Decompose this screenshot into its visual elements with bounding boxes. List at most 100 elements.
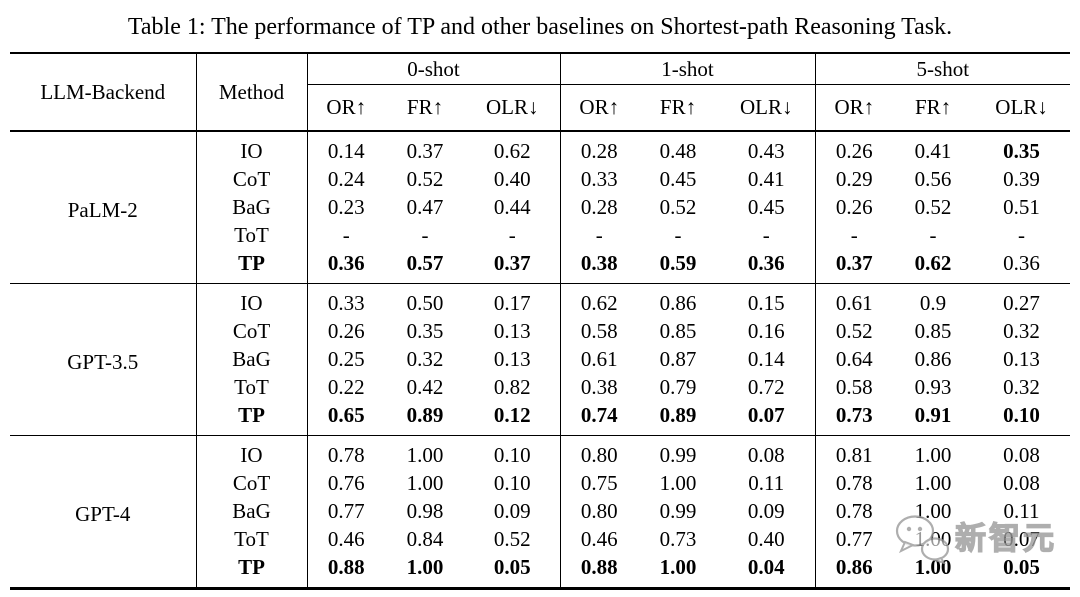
metric-value-cell: 0.13 (493, 319, 531, 343)
metric-value-cell: 0.72 (747, 375, 785, 399)
metric-value-cell: 0.52 (914, 195, 952, 219)
metric-value-cell: 1.00 (406, 471, 444, 495)
metric-value-cell: 0.33 (559, 165, 639, 193)
table-row-PaLM-2-CoT: CoT 0.24 0.52 0.40 0.33 0.45 0.41 0.29 0.56 0.39 (10, 165, 1070, 193)
table-row-PaLM-2-ToT: ToT - - - - - - - - - (10, 221, 1070, 249)
col-header-or-1shot: OR↑ (559, 84, 639, 132)
metric-value-cell: 0.12 (493, 403, 531, 427)
metric-value-cell: 0.38 (559, 249, 639, 284)
metric-value-cell: 0.32 (1003, 319, 1040, 343)
metric-value-cell: 0.33 (306, 283, 385, 317)
backend-label: GPT-3.5 (10, 283, 196, 436)
metric-value-cell: 0.52 (659, 195, 697, 219)
table-header: LLM-Backend Method 0-shot 1-shot 5-shot … (10, 53, 1071, 132)
metric-value-cell: - (814, 221, 894, 249)
metric-value-cell: 0.61 (559, 345, 639, 373)
metric-value-cell: 0.13 (1003, 347, 1040, 371)
col-group-5-shot: 5-shot (814, 53, 1071, 85)
metric-value-cell: - (306, 221, 385, 249)
metric-value-cell: 0.84 (406, 527, 444, 551)
col-header-fr-1shot: FR↑ (638, 84, 719, 132)
metric-value-cell: 0.46 (559, 525, 639, 553)
table-row-PaLM-2-IO: PaLM-2 IO 0.14 0.37 0.62 0.28 0.48 0.43 0.26 0.41… (10, 131, 1070, 222)
metric-value-cell: 0.64 (814, 345, 894, 373)
metric-value-cell: 0.93 (914, 375, 952, 399)
metric-value-cell: 0.37 (493, 251, 531, 275)
metric-value-cell: 0.85 (659, 319, 697, 343)
metric-value-cell: 0.82 (493, 375, 531, 399)
metric-value-cell: 0.28 (559, 131, 639, 165)
metric-value-cell: 0.36 (747, 251, 785, 275)
metric-value-cell: 0.80 (559, 435, 639, 469)
table-row-GPT-4-TP: TP 0.88 1.00 0.05 0.88 1.00 0.04 0.86 1.00 0.05 (10, 553, 1070, 589)
metric-value-cell: 0.04 (747, 555, 785, 579)
table-row-GPT-3.5-TP: TP 0.65 0.89 0.12 0.74 0.89 0.07 0.73 0.91 0.10 (10, 401, 1070, 436)
method-label: IO (195, 283, 307, 317)
table-row-GPT-3.5-BaG: BaG 0.25 0.32 0.13 0.61 0.87 0.14 0.64 0.86 0.13 (10, 345, 1070, 373)
metric-value-cell: 0.77 (814, 525, 894, 553)
metric-value-cell: 0.89 (406, 403, 444, 427)
metric-value-cell: 0.47 (406, 195, 444, 219)
metric-value-cell: 0.15 (718, 283, 816, 317)
metric-value-cell: 0.24 (306, 165, 385, 193)
metric-value-cell: 1.00 (914, 555, 952, 579)
table-caption: Table 1: The performance of TP and other… (127, 14, 953, 40)
method-label: ToT (195, 373, 307, 401)
metric-value-cell: 0.52 (406, 167, 444, 191)
col-header-or-5shot: OR↑ (814, 84, 894, 132)
metric-value-cell: - (421, 223, 429, 247)
method-label: CoT (195, 317, 307, 345)
metric-value-cell: 0.73 (659, 527, 697, 551)
metric-value-cell: 0.35 (406, 319, 444, 343)
metric-value-cell: 0.22 (306, 373, 385, 401)
metric-value-cell: 0.81 (814, 435, 894, 469)
metric-value-cell: 0.13 (493, 347, 531, 371)
metric-value-cell: 0.25 (306, 345, 385, 373)
metric-value-cell: 0.11 (1003, 499, 1040, 523)
metric-value-cell: 1.00 (406, 555, 444, 579)
metric-value-cell: 0.79 (659, 375, 697, 399)
metric-value-cell: - (559, 221, 639, 249)
table-row-PaLM-2-TP: TP 0.36 0.57 0.37 0.38 0.59 0.36 0.37 0.62 0.36 (10, 249, 1070, 284)
metric-value-cell: 0.37 (406, 139, 444, 163)
metric-value-cell: - (508, 223, 516, 247)
method-label: BaG (195, 193, 307, 221)
metric-value-cell: 0.26 (306, 317, 385, 345)
table-row-GPT-4-IO: GPT-4 IO 0.78 1.00 0.10 0.80 0.99 0.08 0.81 1.00 0… (10, 435, 1071, 589)
metric-value-cell: 0.62 (914, 251, 952, 275)
table-row-GPT-4-BaG: BaG 0.77 0.98 0.09 0.80 0.99 0.09 0.78 1.00 0.11 (10, 497, 1070, 525)
col-header-or-0shot: OR↑ (306, 84, 385, 132)
method-label: IO (195, 435, 307, 469)
metric-value-cell: 0.57 (406, 251, 444, 275)
metric-value-cell: 0.99 (659, 499, 697, 523)
metric-value-cell: 0.74 (559, 401, 639, 436)
metric-value-cell: 0.87 (659, 347, 697, 371)
metric-value-cell: 0.16 (747, 319, 785, 343)
metric-value-cell: 0.41 (747, 167, 785, 191)
metric-value-cell: 0.62 (559, 283, 639, 317)
metric-value-cell: 0.35 (1003, 139, 1040, 163)
metric-value-cell: 0.48 (659, 139, 697, 163)
col-group-0-shot: 0-shot (306, 53, 561, 85)
metric-value-cell: 0.40 (493, 167, 531, 191)
metric-value-cell: 0.91 (914, 403, 952, 427)
method-label: BaG (195, 345, 307, 373)
metric-value-cell: 0.39 (1003, 167, 1040, 191)
metric-value-cell: 0.86 (914, 347, 952, 371)
metric-value-cell: 0.65 (306, 401, 385, 436)
metric-value-cell: 0.73 (814, 401, 894, 436)
metric-value-cell: 0.26 (814, 131, 894, 165)
metric-value-cell: 0.42 (406, 375, 444, 399)
metric-value-cell: 0.32 (1003, 375, 1040, 399)
metric-value-cell: 0.52 (493, 527, 531, 551)
method-label: CoT (195, 165, 307, 193)
metric-value-cell: 0.08 (973, 435, 1071, 469)
metric-value-cell: - (1018, 223, 1026, 247)
metric-value-cell: - (674, 223, 682, 247)
metric-value-cell: 1.00 (659, 555, 697, 579)
metric-value-cell: 0.88 (559, 553, 639, 589)
metric-value-cell: 0.36 (1003, 251, 1040, 275)
metric-value-cell: 0.23 (306, 193, 385, 221)
metric-value-cell: 0.50 (385, 283, 465, 317)
col-header-olr-1shot: OLR↓ (718, 84, 816, 132)
